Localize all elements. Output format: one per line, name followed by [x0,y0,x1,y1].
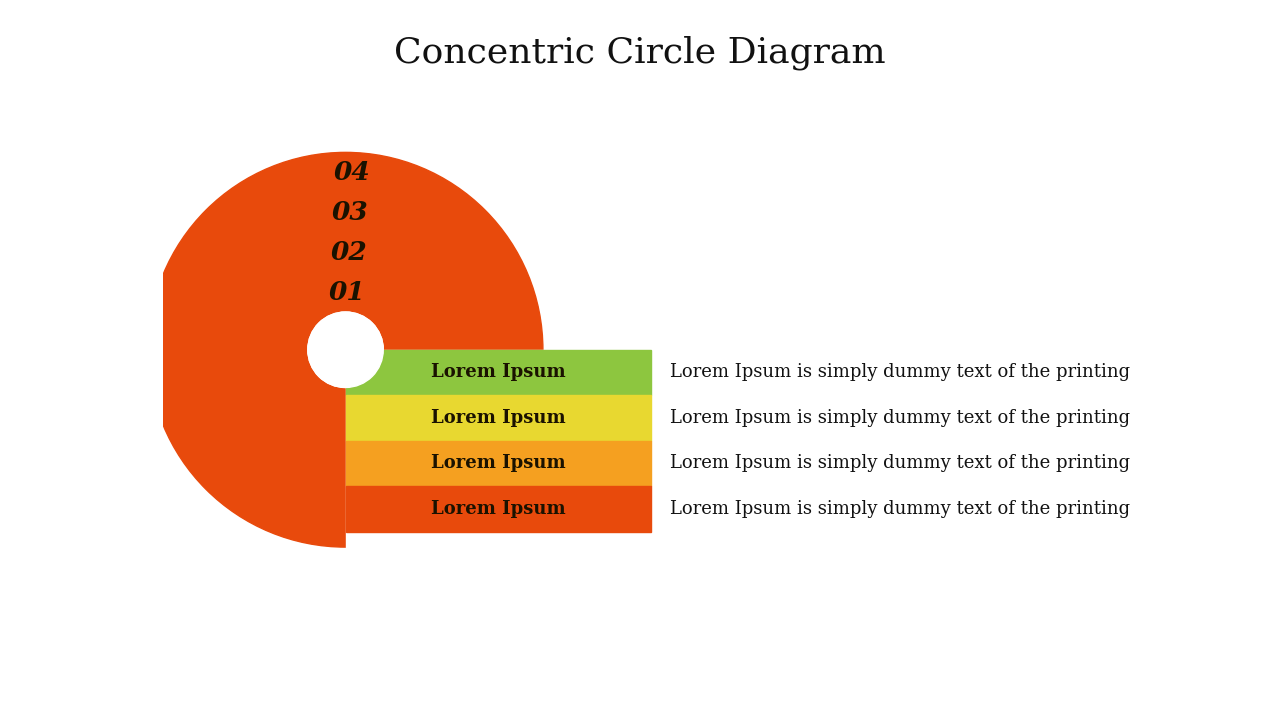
Text: 03: 03 [332,200,369,225]
Circle shape [307,312,383,387]
Polygon shape [346,395,652,441]
Circle shape [228,233,463,467]
Text: Lorem Ipsum: Lorem Ipsum [431,454,566,472]
Text: 02: 02 [330,240,367,265]
Text: Lorem Ipsum: Lorem Ipsum [431,364,566,382]
Text: Lorem Ipsum is simply dummy text of the printing: Lorem Ipsum is simply dummy text of the … [669,409,1130,427]
Text: Concentric Circle Diagram: Concentric Circle Diagram [394,36,886,71]
Circle shape [188,192,503,507]
Text: Lorem Ipsum is simply dummy text of the printing: Lorem Ipsum is simply dummy text of the … [669,364,1130,382]
Polygon shape [346,441,652,486]
Text: Lorem Ipsum is simply dummy text of the printing: Lorem Ipsum is simply dummy text of the … [669,500,1130,518]
Polygon shape [346,486,652,531]
Text: 01: 01 [329,279,366,305]
Text: Lorem Ipsum: Lorem Ipsum [431,500,566,518]
Polygon shape [346,350,581,585]
Text: Lorem Ipsum: Lorem Ipsum [431,409,566,427]
Polygon shape [346,350,652,395]
Text: 04: 04 [333,160,370,185]
Text: Lorem Ipsum is simply dummy text of the printing: Lorem Ipsum is simply dummy text of the … [669,454,1130,472]
Circle shape [148,153,543,547]
Circle shape [268,272,424,428]
Circle shape [307,312,383,387]
